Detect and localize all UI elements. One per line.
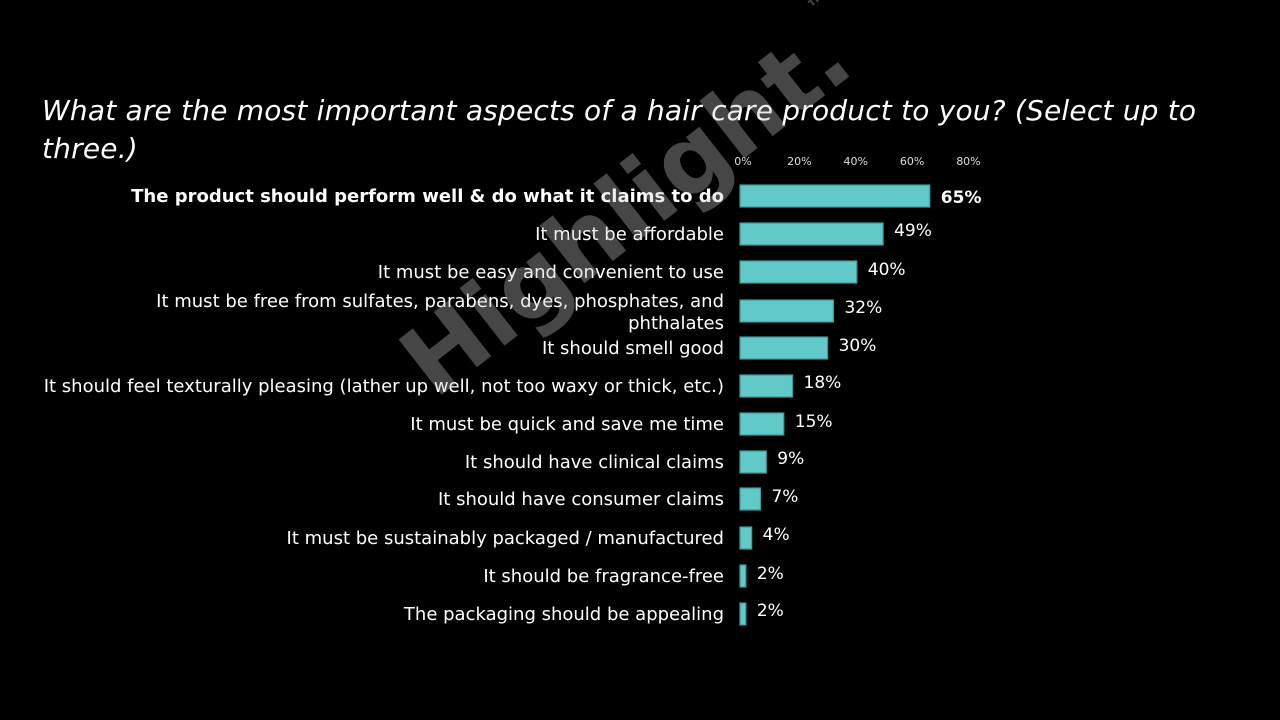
category-label: It should smell good <box>542 338 724 359</box>
data-label: 4% <box>763 525 790 545</box>
bar <box>739 602 747 626</box>
category-label: It should be fragrance-free <box>483 566 724 587</box>
category-label: It must be affordable <box>535 224 724 245</box>
bar <box>739 487 762 511</box>
data-label: 2% <box>757 564 784 584</box>
chart-title: What are the most important aspects of a… <box>42 94 1197 165</box>
category-label: It should have consumer claims <box>438 489 724 510</box>
data-label: 65% <box>941 188 982 208</box>
category-label: The product should perform well & do wha… <box>131 186 724 207</box>
bar <box>739 184 931 208</box>
data-label: 2% <box>757 601 784 621</box>
data-label: 7% <box>771 487 798 507</box>
category-label: The packaging should be appealing <box>403 604 724 625</box>
x-tick-label: 0% <box>734 155 751 168</box>
category-label: It should have clinical claims <box>465 452 724 473</box>
bar <box>739 299 835 323</box>
data-label: 40% <box>868 260 906 280</box>
bar <box>739 222 884 246</box>
data-label: 15% <box>795 412 833 432</box>
category-label: It must be sustainably packaged / manufa… <box>287 528 724 549</box>
data-label: 49% <box>894 221 932 241</box>
bar <box>739 260 858 284</box>
data-label: 9% <box>777 449 804 469</box>
x-tick-label: 20% <box>787 155 811 168</box>
bar <box>739 564 747 588</box>
category-label: It should feel texturally pleasing (lath… <box>44 376 724 397</box>
category-label: It must be quick and save me time <box>410 414 724 435</box>
category-label: It must be free from sulfates, parabens,… <box>156 291 724 334</box>
bar <box>739 526 753 550</box>
data-label: 18% <box>804 373 842 393</box>
x-tick-label: 40% <box>843 155 867 168</box>
bar <box>739 336 829 360</box>
category-label: It must be easy and convenient to use <box>378 262 724 283</box>
bar <box>739 450 767 474</box>
x-tick-label: 60% <box>900 155 924 168</box>
bar <box>739 374 794 398</box>
data-label: 30% <box>839 336 877 356</box>
x-tick-label: 80% <box>956 155 980 168</box>
bar <box>739 412 785 436</box>
data-label: 32% <box>844 298 882 318</box>
